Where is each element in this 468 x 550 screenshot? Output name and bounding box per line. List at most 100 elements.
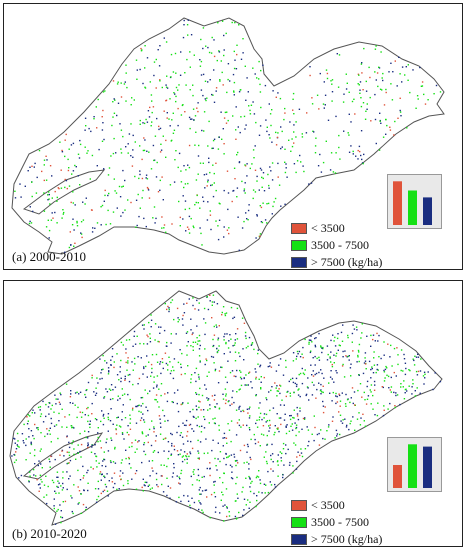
pixel-mid (120, 152, 123, 154)
pixel-mid (135, 488, 138, 490)
pixel-mid (166, 465, 168, 468)
pixel-high (49, 402, 51, 404)
pixel-mid (73, 448, 75, 450)
pixel-high (69, 459, 72, 462)
pixel-high (101, 473, 103, 476)
pixel-low (68, 462, 70, 464)
pixel-mid (263, 456, 265, 458)
pixel-mid (149, 337, 151, 339)
pixel-high (192, 415, 195, 418)
pixel-high (101, 410, 103, 412)
pixel-mid (243, 115, 246, 118)
pixel-mid (57, 508, 59, 511)
pixel-low (362, 413, 364, 415)
pixel-high (193, 430, 195, 432)
pixel-high (310, 339, 312, 342)
pixel-mid (47, 194, 49, 196)
pixel-mid (299, 407, 301, 409)
pixel-mid (242, 38, 244, 40)
pixel-mid (332, 391, 334, 394)
pixel-high (105, 388, 107, 390)
pixel-high (345, 88, 348, 90)
pixel-mid (233, 67, 236, 70)
pixel-mid (77, 444, 79, 446)
pixel-high (176, 431, 178, 434)
legend-swatch-mid (291, 239, 307, 251)
pixel-high (190, 329, 192, 331)
pixel-high (217, 458, 219, 460)
pixel-mid (284, 171, 287, 174)
pixel-mid (311, 103, 314, 105)
pixel-mid (283, 118, 285, 121)
pixel-high (39, 409, 41, 411)
pixel-high (136, 405, 138, 408)
pixel-high (188, 298, 190, 300)
pixel-mid (384, 377, 386, 379)
panel-caption: (a) 2000-2010 (12, 249, 87, 264)
pixel-mid (247, 345, 249, 348)
pixel-mid (126, 431, 128, 434)
pixel-mid (238, 24, 240, 26)
pixel-high (182, 324, 184, 326)
pixel-mid (144, 453, 147, 456)
legend-label-mid: 3500 - 7500 (311, 237, 369, 252)
pixel-high (111, 355, 114, 358)
pixel-high (333, 354, 335, 356)
pixel-high (307, 445, 309, 447)
pixel-mid (225, 393, 227, 395)
pixel-mid (107, 416, 109, 419)
pixel-high (70, 144, 73, 146)
pixel-high (310, 182, 313, 184)
pixel-high (364, 360, 367, 362)
pixel-mid (252, 67, 254, 69)
pixel-mid (219, 451, 222, 453)
pixel-low (77, 486, 79, 488)
pixel-low (389, 126, 391, 128)
pixel-mid (166, 341, 168, 344)
pixel-low (373, 389, 376, 391)
pixel-high (213, 69, 215, 71)
pixel-mid (300, 448, 302, 450)
pixel-mid (188, 232, 191, 234)
pixel-high (248, 507, 250, 509)
pixel-mid (324, 438, 326, 440)
pixel-high (48, 193, 50, 196)
pixel-high (175, 333, 177, 335)
pixel-high (137, 356, 139, 358)
pixel-high (195, 380, 197, 383)
pixel-mid (311, 433, 313, 435)
pixel-mid (230, 440, 232, 443)
pixel-mid (351, 341, 353, 343)
pixel-high (258, 134, 261, 136)
pixel-low (70, 201, 72, 204)
pixel-mid (110, 155, 112, 157)
pixel-mid (71, 173, 73, 175)
pixel-high (122, 211, 124, 214)
pixel-mid (197, 373, 200, 376)
pixel-low (154, 440, 157, 442)
pixel-mid (151, 460, 154, 462)
pixel-mid (200, 431, 203, 433)
pixel-high (170, 342, 172, 344)
pixel-high (251, 387, 253, 389)
pixel-high (169, 125, 171, 127)
pixel-low (87, 446, 89, 449)
pixel-low (111, 481, 114, 483)
pixel-mid (292, 416, 294, 419)
pixel-mid (372, 394, 374, 397)
pixel-high (218, 136, 220, 138)
pixel-mid (258, 419, 260, 421)
pixel-mid (346, 82, 348, 84)
pixel-high (416, 374, 419, 376)
pixel-high (159, 45, 161, 47)
pixel-mid (178, 319, 180, 321)
pixel-high (207, 179, 209, 181)
pixel-mid (233, 91, 235, 93)
pixel-high (278, 364, 280, 366)
pixel-high (63, 455, 65, 457)
pixel-high (299, 395, 301, 398)
pixel-high (270, 454, 272, 457)
pixel-mid (37, 427, 39, 429)
pixel-high (108, 480, 110, 482)
pixel-high (380, 357, 382, 360)
